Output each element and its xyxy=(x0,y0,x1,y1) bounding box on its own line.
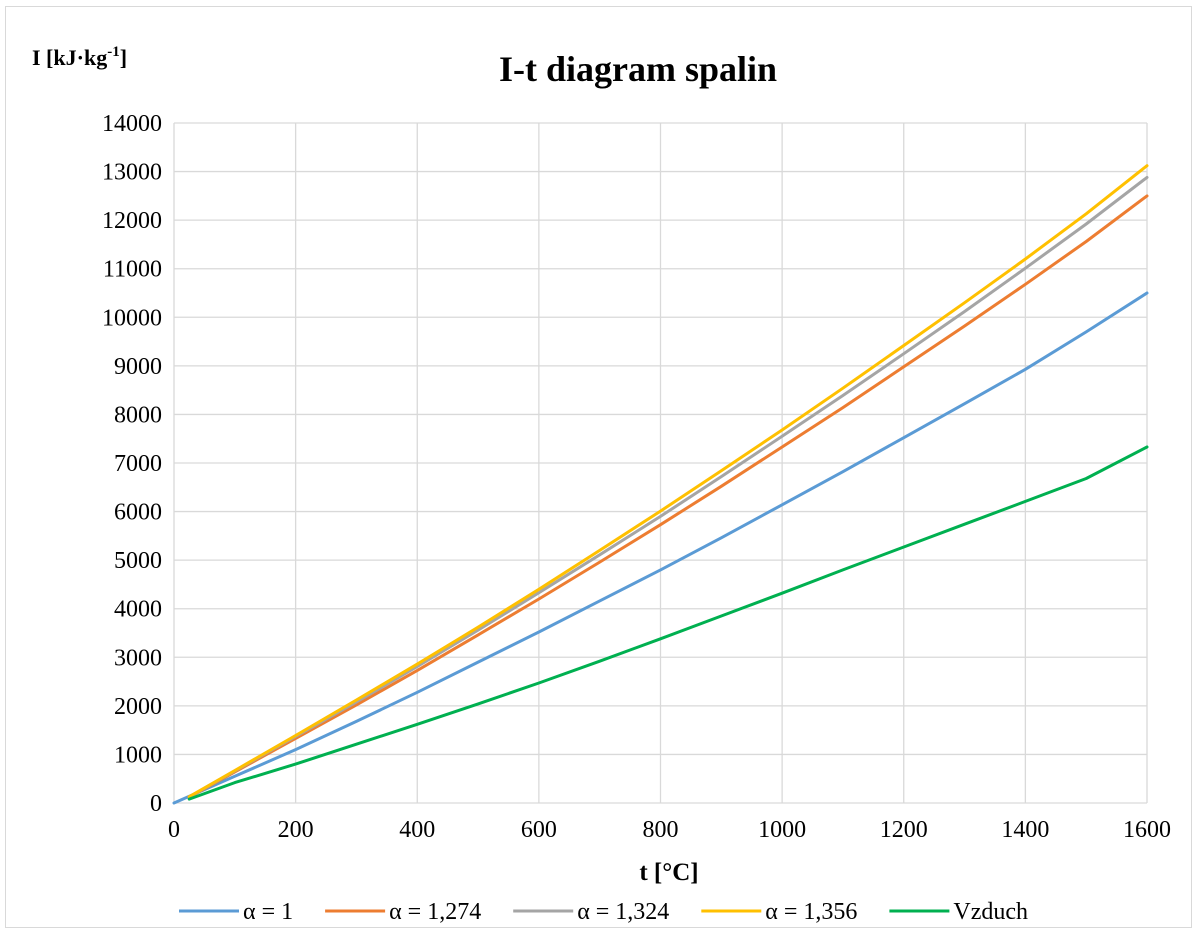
x-axis-label: t [°C] xyxy=(639,859,698,886)
y-tick-label: 13000 xyxy=(102,160,162,186)
y-axis-label-sup: -1 xyxy=(107,44,120,60)
x-tick-label: 400 xyxy=(399,817,435,843)
x-tick-label: 0 xyxy=(168,817,180,843)
x-tick-label: 1600 xyxy=(1123,817,1171,843)
series-line-5 xyxy=(187,445,1149,801)
y-tick-label: 11000 xyxy=(103,257,162,283)
legend-label: α = 1,324 xyxy=(577,899,669,925)
series-lines xyxy=(172,164,1149,805)
x-axis-ticks: 0 200 400 600 800 1000 1200 1400 1600 xyxy=(168,817,1171,843)
y-tick-label: 3000 xyxy=(114,645,162,671)
x-tick-label: 1400 xyxy=(1001,817,1049,843)
y-tick-label: 8000 xyxy=(114,402,162,428)
y-axis-label-suffix: ] xyxy=(120,45,127,70)
series-line-4 xyxy=(187,164,1149,799)
legend-label: α = 1,356 xyxy=(765,899,857,925)
y-tick-label: 9000 xyxy=(114,354,162,380)
y-tick-label: 6000 xyxy=(114,500,162,526)
y-axis-ticks: 0 1000 2000 3000 4000 5000 6000 7000 8000 9000 100… xyxy=(102,111,162,817)
legend-item: α = 1 xyxy=(179,899,293,925)
legend-item: α = 1,274 xyxy=(325,899,481,925)
x-tick-label: 1200 xyxy=(880,817,928,843)
series-line-2 xyxy=(187,194,1149,799)
gridlines xyxy=(173,122,1148,804)
x-tick-label: 800 xyxy=(643,817,679,843)
x-tick-label: 200 xyxy=(278,817,314,843)
y-tick-label: 7000 xyxy=(114,451,162,477)
legend-label: Vzduch xyxy=(953,899,1028,925)
y-tick-label: 2000 xyxy=(114,694,162,720)
x-tick-label: 1000 xyxy=(758,817,806,843)
chart-area: 0 1000 2000 3000 4000 5000 6000 7000 8000 9000 100… xyxy=(5,6,1192,928)
y-tick-label: 4000 xyxy=(114,597,162,623)
y-axis-label-main: I [kJ·kg xyxy=(32,45,107,70)
y-tick-label: 12000 xyxy=(102,208,162,234)
legend-item: α = 1,356 xyxy=(701,899,857,925)
y-axis-label: I [kJ·kg-1] xyxy=(32,44,127,70)
y-tick-label: 1000 xyxy=(114,742,162,768)
y-tick-label: 5000 xyxy=(114,548,162,574)
legend: α = 1 α = 1,274 α = 1,324 α = 1,356 Vzduch xyxy=(179,899,1028,925)
y-tick-label: 10000 xyxy=(102,305,162,331)
series-line-3 xyxy=(187,175,1149,799)
series-line-1 xyxy=(172,291,1149,805)
y-tick-label: 14000 xyxy=(102,111,162,137)
chart-svg: 0100020003000400050006000700080009000100… xyxy=(32,44,1171,925)
chart-title: I-t diagram spalin xyxy=(499,49,777,89)
x-tick-label: 600 xyxy=(521,817,557,843)
legend-item: Vzduch xyxy=(889,899,1028,925)
y-tick-label: 0 xyxy=(150,791,162,817)
legend-label: α = 1,274 xyxy=(389,899,481,925)
legend-item: α = 1,324 xyxy=(513,899,669,925)
legend-label: α = 1 xyxy=(243,899,293,925)
